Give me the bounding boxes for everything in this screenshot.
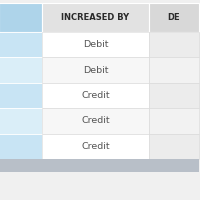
- Bar: [0, 32, 42, 57]
- Bar: [149, 108, 199, 134]
- Text: Debit: Debit: [83, 66, 108, 75]
- Bar: [0, 159, 199, 172]
- Text: Debit: Debit: [83, 40, 108, 49]
- Text: Credit: Credit: [81, 116, 110, 125]
- Text: INCREASED BY: INCREASED BY: [61, 13, 130, 22]
- Text: Credit: Credit: [81, 91, 110, 100]
- Bar: [42, 134, 149, 159]
- Bar: [0, 3, 42, 32]
- Bar: [42, 3, 149, 32]
- Bar: [149, 3, 199, 32]
- Text: Credit: Credit: [81, 142, 110, 151]
- Bar: [149, 83, 199, 108]
- Bar: [42, 57, 149, 83]
- Bar: [149, 57, 199, 83]
- Bar: [0, 57, 42, 83]
- Bar: [149, 134, 199, 159]
- Bar: [149, 32, 199, 57]
- Bar: [0, 134, 42, 159]
- Bar: [42, 83, 149, 108]
- Bar: [42, 32, 149, 57]
- Text: DE: DE: [168, 13, 180, 22]
- Bar: [0, 83, 42, 108]
- Bar: [0, 108, 42, 134]
- Bar: [42, 108, 149, 134]
